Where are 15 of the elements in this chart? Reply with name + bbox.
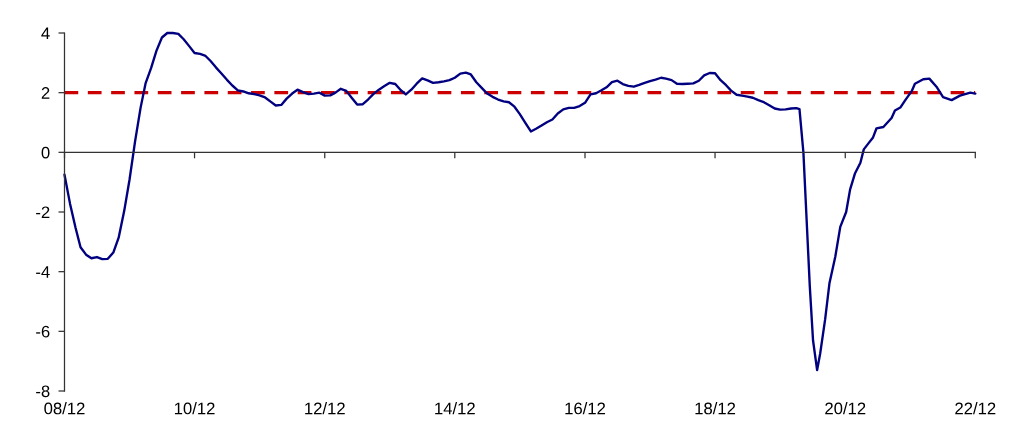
y-tick-label: 4: [41, 27, 50, 40]
x-tick-label: 14/12: [435, 402, 475, 415]
y-tick-label: 0: [41, 146, 50, 159]
y-tick-label: -4: [36, 266, 50, 278]
y-tick-label: -2: [36, 206, 50, 219]
x-tick-label: 10/12: [174, 402, 215, 415]
x-tick-label: 12/12: [305, 402, 345, 415]
y-tick-label: -6: [36, 325, 50, 338]
y-tick-label: -8: [36, 385, 50, 398]
x-tick-label: 20/12: [825, 402, 866, 415]
x-tick-label: 18/12: [695, 402, 736, 415]
x-tick-label: 16/12: [565, 402, 606, 415]
x-tick-label: 22/12: [955, 402, 996, 415]
x-tick-label: 08/12: [44, 402, 85, 415]
y-tick-label: 2: [41, 87, 50, 99]
